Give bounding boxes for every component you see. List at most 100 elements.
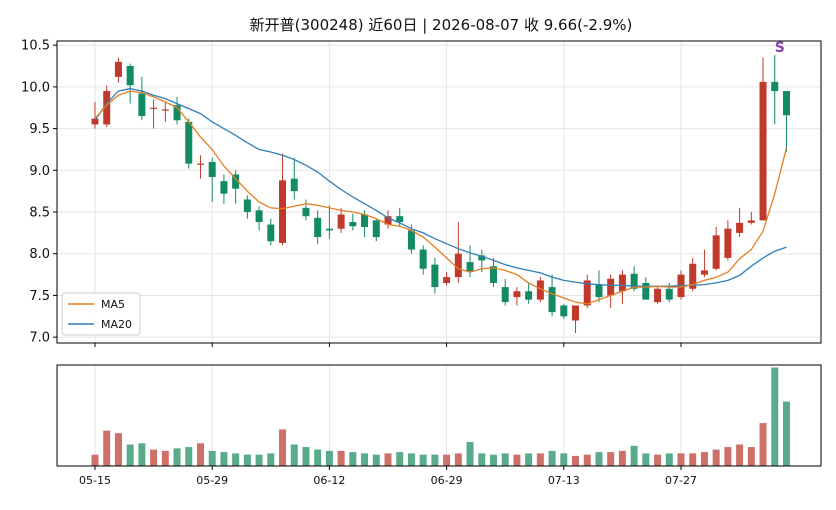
volume-bar (91, 454, 99, 466)
volume-bar (665, 453, 673, 466)
volume-bar (595, 452, 603, 466)
candle-body (138, 93, 146, 117)
candle-body (466, 262, 474, 273)
volume-bar (114, 433, 122, 466)
candle-body (419, 249, 427, 269)
candle-body (372, 220, 380, 238)
volume-bar (372, 454, 380, 466)
candle-body (150, 107, 158, 109)
volume-bar (513, 454, 521, 466)
candle-body (630, 273, 638, 289)
candle-body (583, 280, 591, 306)
volume-bar (267, 453, 275, 466)
x-tick-label: 05-15 (79, 474, 111, 487)
candle-body (525, 291, 533, 300)
volume-bar (196, 443, 204, 466)
candle-body (103, 91, 111, 125)
candlestick-series (91, 55, 790, 333)
y-tick-label: 9.0 (29, 164, 50, 179)
volume-bar (771, 367, 779, 466)
candle-body (560, 305, 568, 317)
candle-body (736, 222, 744, 233)
legend-label-ma20: MA20 (101, 318, 132, 331)
candle-body (384, 216, 392, 225)
candle-body (595, 284, 603, 298)
candle-body (407, 230, 415, 250)
candle-body (712, 235, 720, 269)
volume-bar (525, 453, 533, 466)
candle-body (689, 263, 697, 289)
volume-grid (94, 365, 682, 466)
volume-bar (642, 453, 650, 466)
candle-body (654, 288, 662, 303)
volume-bar (736, 444, 744, 466)
candle-body (489, 266, 497, 283)
candle-body (337, 214, 345, 229)
volume-bar (185, 447, 193, 466)
volume-bar (349, 452, 357, 466)
volume-bar (279, 429, 287, 466)
volume-bar (782, 401, 790, 466)
volume-bar (548, 450, 556, 466)
signal-label: S (775, 40, 785, 56)
volume-bar (630, 445, 638, 466)
volume-bar (654, 454, 662, 466)
candle-body (161, 109, 169, 111)
x-tick-label: 07-27 (665, 474, 697, 487)
candle-body (700, 270, 708, 275)
volume-bar (173, 448, 181, 466)
legend-label-ma5: MA5 (101, 298, 125, 311)
candle-body (747, 220, 755, 223)
volume-bar (396, 452, 404, 466)
volume-bar (466, 442, 474, 466)
candle-body (196, 163, 204, 165)
candle-body (771, 81, 779, 92)
y-tick-label: 8.5 (29, 206, 50, 221)
volume-bar (607, 452, 615, 466)
y-tick-label: 7.0 (29, 331, 50, 346)
candle-body (618, 274, 626, 292)
candle-body (290, 178, 298, 192)
volume-bar (290, 444, 298, 466)
y-tick-label: 9.5 (29, 122, 50, 137)
volume-bar (536, 453, 544, 466)
volume-bar (478, 453, 486, 466)
candle-body (255, 210, 263, 223)
price-panel: 7.0 7.5 8.0 8.5 9.0 9.5 10.0 10.5 S MA5 MA20 (21, 39, 822, 346)
price-panel-frame (56, 40, 822, 344)
x-tick-label: 06-12 (313, 474, 345, 487)
volume-bar (243, 454, 251, 466)
volume-bar (255, 454, 263, 466)
candle-body (536, 280, 544, 300)
volume-bar (384, 453, 392, 466)
volume-bar (150, 449, 158, 466)
y-tick-label: 8.0 (29, 247, 50, 262)
candle-body (431, 264, 439, 288)
x-tick-label: 07-13 (548, 474, 580, 487)
candle-body (173, 105, 181, 121)
date-x-axis: 05-15 05-29 06-12 06-29 07-13 07-27 (79, 343, 697, 487)
chart-legend: MA5 MA20 (61, 292, 141, 336)
volume-bar (572, 455, 580, 466)
candle-body (665, 288, 673, 300)
volume-series (91, 367, 790, 466)
volume-bar (161, 450, 169, 466)
candle-body (325, 228, 333, 231)
candle-body (126, 66, 134, 86)
candle-body (642, 282, 650, 300)
volume-bar (419, 454, 427, 466)
candle-body (220, 181, 228, 194)
volume-bar (700, 452, 708, 466)
volume-bar (489, 454, 497, 466)
volume-bar (443, 454, 451, 466)
ma5-line (94, 90, 788, 305)
candle-body (114, 61, 122, 77)
candle-body (314, 217, 322, 238)
volume-bar (677, 453, 685, 466)
volume-panel-frame (56, 364, 822, 467)
volume-bar (103, 430, 111, 466)
candle-body (607, 278, 615, 296)
volume-bar (325, 450, 333, 466)
